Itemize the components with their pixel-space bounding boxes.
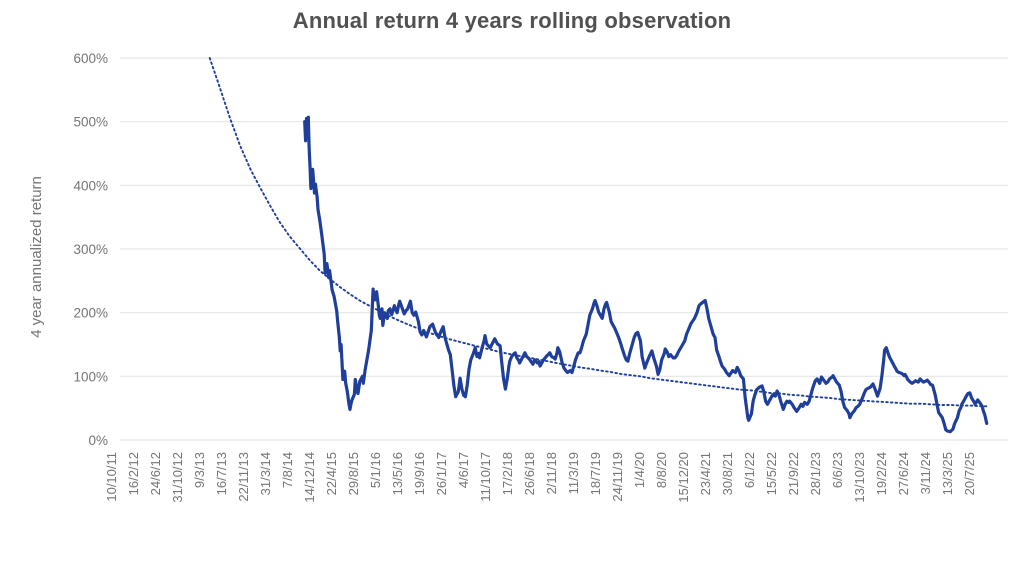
x-tick-label: 23/4/21 <box>698 452 713 495</box>
x-tick-label: 22/4/15 <box>324 452 339 495</box>
y-tick-label: 300% <box>73 242 108 257</box>
x-tick-label: 27/6/24 <box>896 452 911 495</box>
x-tick-label: 19/2/24 <box>874 452 889 495</box>
x-tick-label: 15/12/20 <box>676 452 691 503</box>
x-tick-label: 13/10/23 <box>852 452 867 503</box>
x-tick-label: 9/3/13 <box>192 452 207 488</box>
series-path <box>303 115 989 434</box>
chart-title: Annual return 4 years rolling observatio… <box>292 8 732 33</box>
y-tick-label: 0% <box>88 433 108 448</box>
x-tick-label: 11/10/17 <box>478 452 493 502</box>
x-tick-label: 14/12/14 <box>302 452 317 503</box>
y-axis-title: 4 year annualized return <box>28 176 45 338</box>
x-tick-label: 28/1/23 <box>808 452 823 495</box>
x-tick-label: 18/7/19 <box>588 452 603 495</box>
x-tick-label: 15/5/22 <box>764 452 779 495</box>
x-tick-label: 26/1/17 <box>434 452 449 495</box>
x-tick-label: 22/11/13 <box>236 452 251 502</box>
x-tick-label: 1/4/20 <box>632 452 647 488</box>
x-tick-label: 29/8/15 <box>346 452 361 495</box>
x-tick-label: 4/6/17 <box>456 452 471 488</box>
x-tick-label: 31/10/12 <box>170 452 185 503</box>
x-tick-label: 24/11/19 <box>610 452 625 502</box>
x-tick-label: 11/3/19 <box>566 452 581 494</box>
x-tick-label: 24/6/12 <box>148 452 163 495</box>
x-tick-label: 30/8/21 <box>720 452 735 495</box>
x-tick-label: 21/9/22 <box>786 452 801 495</box>
x-tick-label: 7/8/14 <box>280 452 295 488</box>
x-tick-label: 16/2/12 <box>126 452 141 495</box>
x-tick-label: 13/3/25 <box>940 452 955 495</box>
x-tick-label: 31/3/14 <box>258 452 273 495</box>
x-tick-label: 19/9/16 <box>412 452 427 495</box>
x-tick-label: 13/5/16 <box>390 452 405 495</box>
x-tick-label: 17/2/18 <box>500 452 515 495</box>
y-tick-label: 100% <box>73 369 108 384</box>
x-tick-label: 8/8/20 <box>654 452 669 488</box>
x-tick-label: 6/6/23 <box>830 452 845 488</box>
x-tick-label: 16/7/13 <box>214 452 229 495</box>
x-tick-label: 3/11/24 <box>918 452 933 494</box>
x-tick-label: 5/1/16 <box>368 452 383 488</box>
y-tick-label: 500% <box>73 115 108 130</box>
y-tick-label: 400% <box>73 178 108 193</box>
x-tick-label: 10/10/11 <box>104 452 119 502</box>
trendline-path <box>208 57 988 408</box>
y-tick-label: 600% <box>73 51 108 66</box>
x-tick-label: 26/6/18 <box>522 452 537 495</box>
x-tick-label: 6/1/22 <box>742 452 757 488</box>
x-tick-label: 2/11/18 <box>544 452 559 494</box>
y-tick-label: 200% <box>73 306 108 321</box>
x-tick-label: 20/7/25 <box>962 452 977 495</box>
